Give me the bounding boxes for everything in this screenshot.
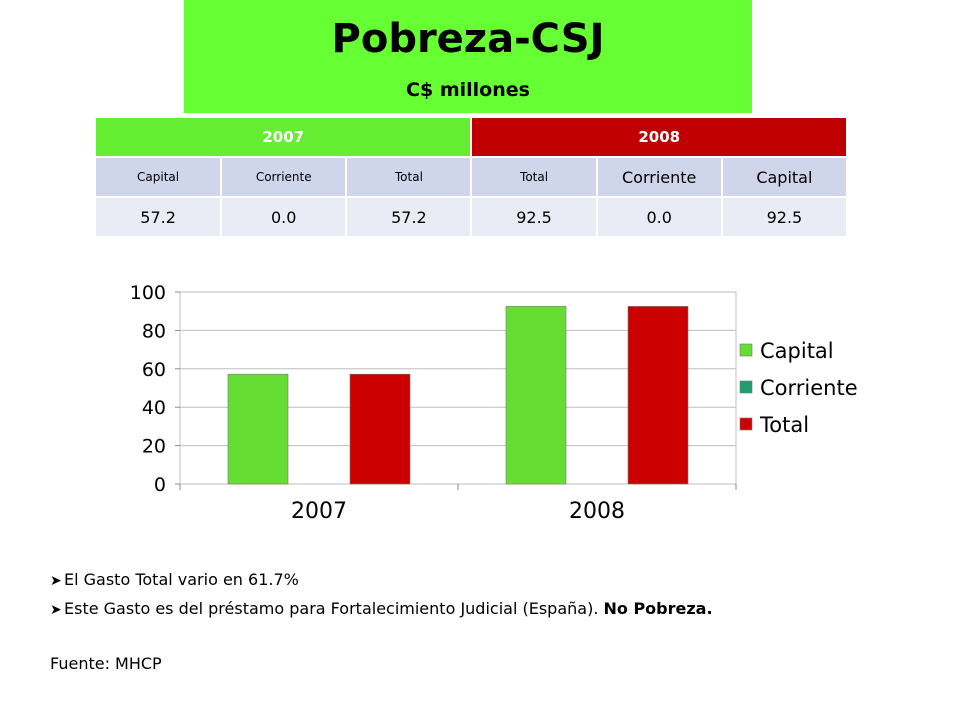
col-header-total-2007: Total [346,157,473,198]
value-total-2008: 92.5 [471,197,598,238]
bullet-text: El Gasto Total vario en 61.7% [64,570,299,589]
value-capital-2008: 92.5 [721,197,849,238]
col-header-capital-2008: Capital [721,157,849,198]
legend-swatch-capital [739,343,753,357]
bar-total-2008 [627,306,689,485]
year-2007-header: 2007 [96,118,473,158]
arrow-bullet-icon: ➤ [50,573,62,589]
bullet-item: ➤ El Gasto Total vario en 61.7% [50,566,713,595]
bar-total-2007 [349,373,411,485]
year-2008-header: 2008 [471,118,848,158]
source-note: Fuente: MHCP [50,654,162,673]
year-header-row: 2007 2008 [96,118,848,158]
legend-label-capital: Capital [760,339,834,363]
page-subtitle: C$ millones [406,79,530,101]
value-total-2007: 57.2 [346,197,473,238]
value-corriente-2008: 0.0 [596,197,723,238]
bullet-list: ➤ El Gasto Total vario en 61.7% ➤ Este Gas… [50,566,713,624]
y-tick-label: 20 [142,436,166,458]
bar-capital-2008 [505,306,567,485]
y-tick-label: 80 [142,320,166,342]
x-tick-label: 2008 [569,499,625,524]
col-header-capital-2007: Capital [96,157,223,198]
x-tick-label: 2007 [291,499,347,524]
col-header-corriente-2007: Corriente [221,157,348,198]
bullet-text: Este Gasto es del préstamo para Fortalec… [64,599,604,618]
bullet-bold-text: No Pobreza. [603,599,713,618]
value-corriente-2007: 0.0 [221,197,348,238]
col-header-total-2008: Total [471,157,598,198]
legend-swatch-corriente [739,380,753,394]
column-header-row: Capital Corriente Total Total Corriente … [96,157,849,198]
arrow-bullet-icon: ➤ [50,602,62,618]
page-title: Pobreza-CSJ [331,16,605,62]
legend-label-total: Total [759,413,809,437]
y-tick-label: 0 [154,474,166,496]
values-row: 57.2 0.0 57.2 92.5 0.0 92.5 [96,197,849,238]
data-table: 2007 2008 Capital Corriente Total Total … [96,118,849,238]
y-tick-label: 60 [142,359,166,381]
title-banner: Pobreza-CSJ C$ millones [184,0,752,113]
bar-chart: 0 20 40 60 80 100 2007 2008 Capital Corriente Tota… [130,282,858,524]
y-tick-label: 40 [142,397,166,419]
bar-capital-2007 [227,373,289,485]
legend-label-corriente: Corriente [760,376,858,400]
bullet-item: ➤ Este Gasto es del préstamo para Fortale… [50,595,713,624]
value-capital-2007: 57.2 [96,197,223,238]
legend-swatch-total [739,417,753,431]
col-header-corriente-2008: Corriente [596,157,723,198]
y-tick-label: 100 [130,282,166,304]
